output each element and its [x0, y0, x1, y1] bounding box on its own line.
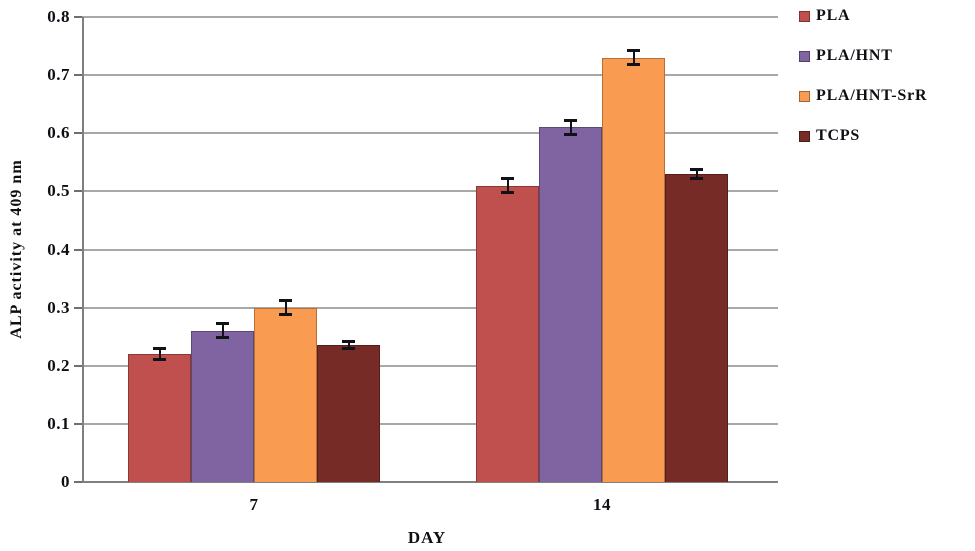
error-bar — [632, 50, 635, 65]
bar-pla-day14 — [476, 185, 539, 482]
error-bar — [158, 348, 161, 360]
y-tick-mark — [74, 16, 82, 18]
x-axis-line — [82, 481, 778, 483]
y-tick-mark — [74, 132, 82, 135]
legend-swatch — [799, 130, 810, 142]
error-bar-cap-top — [216, 322, 229, 326]
y-tick-label: 0.8 — [47, 7, 70, 26]
legend-item-pla-hnt: PLA/HNT — [799, 44, 975, 68]
gridline — [82, 74, 778, 77]
x-axis-title: DAY — [407, 528, 447, 547]
legend-item-pla-hnt-srr: PLA/HNT-SrR — [799, 84, 975, 108]
error-bar — [284, 300, 287, 315]
x-tick-label: 7 — [249, 495, 259, 514]
error-bar-cap-top — [153, 346, 166, 350]
y-axis-line — [82, 17, 84, 482]
error-bar-cap-bottom — [501, 191, 514, 195]
legend-swatch — [799, 10, 810, 22]
error-bar — [347, 341, 350, 349]
error-bar-cap-bottom — [690, 176, 703, 180]
gridline — [82, 306, 778, 309]
y-tick-label: 0.2 — [47, 355, 70, 375]
error-bar — [221, 323, 224, 338]
legend-item-tcps: TCPS — [799, 124, 975, 148]
y-tick-mark — [74, 248, 82, 251]
error-bar — [569, 120, 572, 135]
bar-tcps-day7 — [317, 345, 380, 482]
y-tick-label: 0.5 — [47, 181, 70, 201]
error-bar-cap-bottom — [564, 132, 577, 136]
y-tick-mark — [74, 306, 82, 309]
error-bar-cap-top — [627, 49, 640, 53]
y-tick-label: 0 — [61, 472, 70, 491]
bar-pla-hnt-day7 — [191, 330, 254, 482]
error-bar-cap-top — [501, 177, 514, 181]
error-bar-cap-bottom — [342, 347, 355, 351]
error-bar — [695, 169, 698, 178]
gridline — [82, 248, 778, 251]
legend-label: PLA/HNT-SrR — [816, 87, 928, 104]
error-bar-cap-bottom — [279, 313, 292, 317]
legend-swatch — [799, 90, 810, 102]
legend-label: PLA — [816, 7, 851, 24]
y-tick-mark — [74, 190, 82, 193]
y-tick-label: 0.1 — [47, 413, 70, 433]
y-tick-label: 0.3 — [47, 297, 70, 317]
bar-pla-hnt-srr-day7 — [254, 307, 317, 482]
bar-pla-day7 — [128, 354, 191, 482]
y-tick-label: 0.6 — [47, 123, 70, 143]
error-bar — [506, 178, 509, 193]
error-bar-cap-top — [342, 340, 355, 344]
y-tick-mark — [74, 364, 82, 367]
gridline — [82, 16, 778, 18]
y-tick-label: 0.7 — [47, 65, 70, 85]
legend-item-pla: PLA — [799, 4, 975, 28]
error-bar-cap-top — [279, 299, 292, 303]
bar-tcps-day14 — [665, 173, 728, 482]
legend-label: TCPS — [816, 127, 861, 144]
error-bar-cap-bottom — [153, 358, 166, 362]
gridline — [82, 422, 778, 425]
gridline — [82, 364, 778, 367]
gridline — [82, 190, 778, 193]
error-bar-cap-top — [690, 168, 703, 172]
legend: PLA PLA/HNT PLA/HNT-SrR TCPS — [799, 4, 975, 164]
bar-pla-hnt-day14 — [539, 127, 602, 482]
error-bar-cap-bottom — [216, 336, 229, 340]
y-tick-mark — [74, 74, 82, 77]
y-tick-mark — [74, 481, 82, 483]
legend-label: PLA/HNT — [816, 47, 893, 64]
gridline — [82, 132, 778, 135]
error-bar-cap-top — [564, 118, 577, 122]
y-tick-mark — [74, 422, 82, 425]
legend-swatch — [799, 50, 810, 62]
error-bar-cap-bottom — [627, 63, 640, 67]
x-tick-label: 14 — [593, 495, 611, 514]
y-axis-title: ALP activity at 409 nm — [8, 159, 25, 339]
bar-pla-hnt-srr-day14 — [602, 57, 665, 482]
y-tick-label: 0.4 — [47, 239, 70, 259]
